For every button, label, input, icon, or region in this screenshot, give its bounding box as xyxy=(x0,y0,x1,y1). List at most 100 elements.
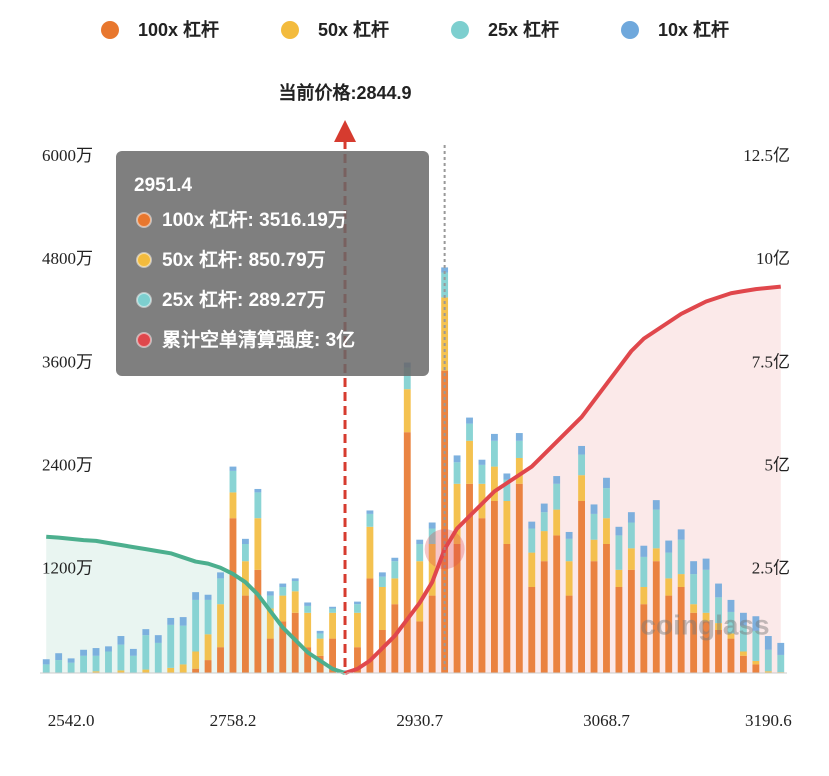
bar xyxy=(117,636,125,645)
bar xyxy=(665,552,673,579)
bar xyxy=(192,592,200,600)
bar xyxy=(665,595,673,673)
bar xyxy=(578,475,585,501)
bar xyxy=(378,587,386,630)
bar xyxy=(316,638,324,656)
bar xyxy=(764,671,772,673)
bar xyxy=(316,630,324,634)
bar xyxy=(254,492,262,519)
bar xyxy=(627,522,635,549)
current-price-label: 当前价格:2844.9 xyxy=(278,82,411,103)
bar xyxy=(279,583,287,587)
bar xyxy=(740,651,747,656)
tooltip-item: 100x 杠杆: 3516.19万 xyxy=(162,208,347,231)
bar xyxy=(503,544,511,673)
bar xyxy=(291,591,299,613)
bar xyxy=(740,612,747,626)
bar xyxy=(403,389,411,433)
bar xyxy=(466,423,473,441)
bar xyxy=(665,578,673,596)
bar xyxy=(627,512,635,523)
bar xyxy=(329,606,336,609)
y2-tick-label: 5亿 xyxy=(765,456,791,475)
bar xyxy=(453,455,461,463)
bar xyxy=(715,597,722,624)
bar xyxy=(503,501,511,544)
bar xyxy=(229,470,237,493)
bar xyxy=(764,649,772,672)
bar xyxy=(167,624,175,668)
bar xyxy=(391,561,399,579)
bar xyxy=(80,649,87,656)
bar xyxy=(105,651,112,673)
bar xyxy=(217,572,224,579)
bar xyxy=(466,483,473,673)
bar xyxy=(266,638,274,673)
bar xyxy=(478,459,486,465)
bar xyxy=(366,513,374,527)
y-tick-label: 4800万 xyxy=(42,249,93,268)
bar xyxy=(167,617,175,625)
bar xyxy=(416,621,424,673)
legend-label: 100x 杠杆 xyxy=(138,19,219,40)
tooltip-item: 25x 杠杆: 289.27万 xyxy=(162,288,326,311)
tooltip-marker xyxy=(136,332,152,348)
tooltip-item: 累计空单清算强度: 3亿 xyxy=(162,328,355,351)
bar xyxy=(378,630,386,673)
bar xyxy=(565,531,573,539)
bar xyxy=(603,488,610,519)
bar xyxy=(142,635,150,670)
bar xyxy=(366,526,374,579)
bar xyxy=(279,587,287,596)
legend-marker xyxy=(621,21,639,39)
x-tick-label: 3190.6 xyxy=(745,711,792,730)
bar xyxy=(204,599,212,635)
bar xyxy=(453,462,461,484)
tooltip-marker xyxy=(136,212,152,228)
bar xyxy=(354,612,361,648)
bar xyxy=(727,599,735,612)
bar xyxy=(192,599,200,652)
bar xyxy=(391,578,399,605)
watermark: coinglass xyxy=(640,609,769,640)
bar xyxy=(403,367,411,390)
x-tick-label: 3068.7 xyxy=(583,711,630,730)
y-tick-label: 1200万 xyxy=(42,559,93,578)
bar xyxy=(441,370,449,673)
y2-tick-label: 10亿 xyxy=(756,249,790,268)
bar xyxy=(727,638,735,673)
bar xyxy=(690,604,698,613)
bar xyxy=(142,629,150,636)
bar xyxy=(105,646,112,652)
bar xyxy=(702,558,710,570)
bar xyxy=(279,621,287,673)
bar xyxy=(752,616,760,631)
bar xyxy=(316,633,324,639)
bar xyxy=(266,595,274,609)
cumulative-line xyxy=(344,284,781,675)
cumulative-line xyxy=(46,534,346,675)
bar xyxy=(540,561,548,673)
bar xyxy=(291,580,299,592)
bar xyxy=(391,557,399,562)
bar xyxy=(478,464,486,484)
bar xyxy=(553,509,561,536)
bar xyxy=(677,529,685,540)
bar xyxy=(528,528,536,553)
bar xyxy=(603,477,610,489)
bar xyxy=(217,604,224,648)
bar xyxy=(690,612,698,673)
bar xyxy=(204,594,212,600)
bar xyxy=(229,492,237,519)
bar xyxy=(553,483,561,510)
tooltip: 2951.4 100x 杠杆: 3516.19万 50x 杠杆: 850.79万 25… xyxy=(116,151,429,376)
bar xyxy=(702,569,710,613)
bar xyxy=(291,578,299,581)
bar xyxy=(503,479,511,501)
legend-label: 50x 杠杆 xyxy=(318,19,389,40)
bar xyxy=(578,454,585,476)
bar xyxy=(229,466,237,471)
bar xyxy=(291,612,299,673)
bar xyxy=(590,561,598,673)
